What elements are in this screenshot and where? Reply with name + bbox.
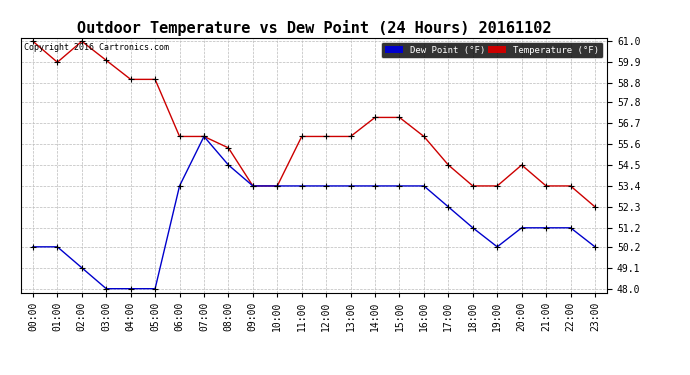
Text: Copyright 2016 Cartronics.com: Copyright 2016 Cartronics.com: [23, 43, 168, 52]
Title: Outdoor Temperature vs Dew Point (24 Hours) 20161102: Outdoor Temperature vs Dew Point (24 Hou…: [77, 20, 551, 36]
Legend: Dew Point (°F), Temperature (°F): Dew Point (°F), Temperature (°F): [381, 42, 602, 58]
